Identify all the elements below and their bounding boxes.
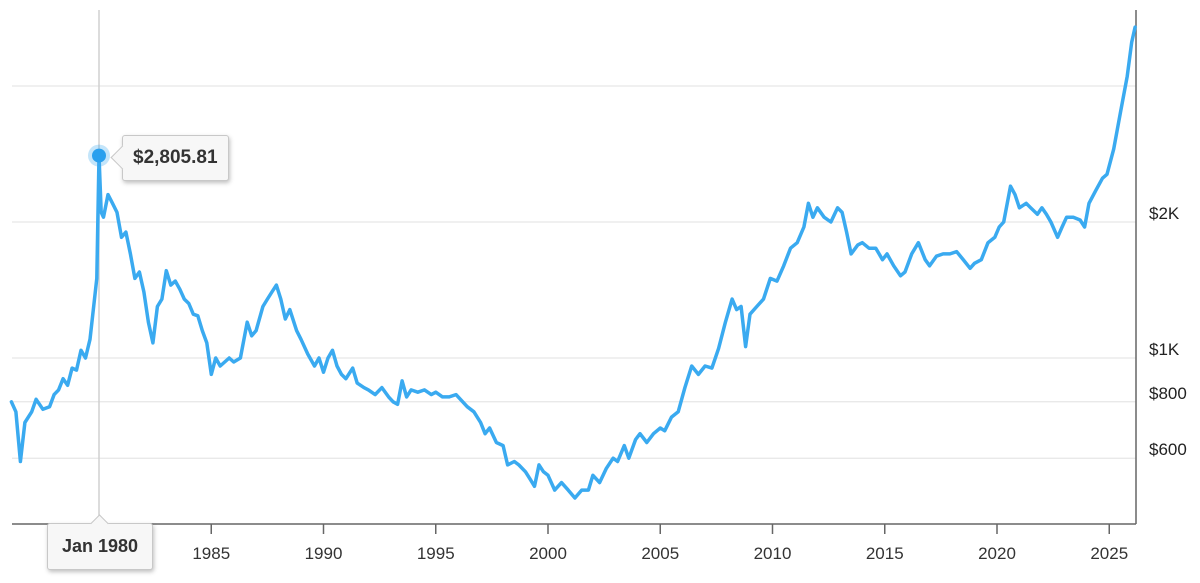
x-tick-label: 2020 [978,544,1016,563]
x-tick-label: 2010 [753,544,792,563]
x-tick-label: 2000 [529,544,567,563]
x-tick-label: 1990 [304,544,343,563]
x-tick-label: 2025 [1090,544,1129,563]
price-series-line[interactable] [9,25,1137,500]
date-tooltip: Jan 1980 [47,523,153,570]
x-tick-label: 1995 [416,544,455,563]
x-tick-label: 2015 [865,544,904,563]
x-tick-label: 1985 [192,544,231,563]
y-tick-label: $2K [1149,204,1180,223]
tooltip-date-text: Jan 1980 [61,536,139,556]
tooltip-value-text: $2,805.81 [133,147,218,168]
gridlines [12,85,1136,459]
y-tick-label: $600 [1149,440,1187,460]
x-axis-ticks [210,524,1110,534]
highlight-point[interactable] [92,148,106,163]
value-tooltip: $2,805.81 [122,135,229,181]
y-tick-label: $800 [1149,383,1187,403]
x-tick-label: 2005 [641,544,680,563]
y-tick-label: $1K [1149,340,1180,359]
